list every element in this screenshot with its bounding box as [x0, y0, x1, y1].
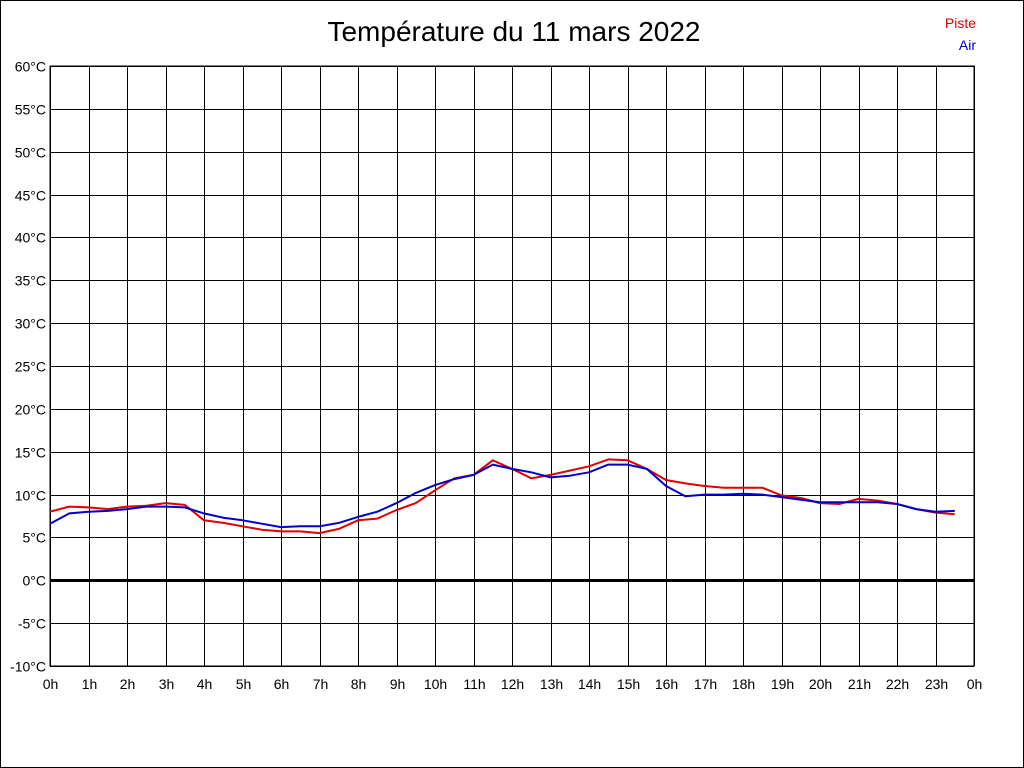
chart-title: Température du 11 mars 2022: [327, 16, 701, 47]
x-tick-label: 2h: [120, 676, 136, 692]
y-tick-label: 25°C: [15, 359, 46, 375]
x-tick-label: 19h: [771, 676, 794, 692]
y-tick-label: 50°C: [15, 145, 46, 161]
x-tick-label: 14h: [578, 676, 601, 692]
x-tick-label: 1h: [82, 676, 98, 692]
y-tick-label: 35°C: [15, 273, 46, 289]
x-tick-label: 3h: [159, 676, 175, 692]
y-tick-label: 40°C: [15, 230, 46, 246]
y-tick-label: -5°C: [18, 616, 46, 632]
legend-entry-piste: Piste: [944, 15, 976, 31]
x-tick-label: 17h: [694, 676, 717, 692]
y-tick-label: 10°C: [15, 488, 46, 504]
x-tick-label: 16h: [655, 676, 678, 692]
x-tick-label: 11h: [463, 676, 485, 692]
x-tick-label: 22h: [886, 676, 909, 692]
x-tick-label: 0h: [967, 676, 983, 692]
x-tick-label: 18h: [732, 676, 755, 692]
x-tick-label: 21h: [848, 676, 871, 692]
y-tick-label: -10°C: [10, 659, 46, 675]
y-tick-label: 0°C: [23, 573, 47, 589]
x-tick-label: 5h: [236, 676, 252, 692]
series-line-piste: [49, 458, 955, 535]
legend-entry-air: Air: [958, 37, 976, 53]
x-tick-label: 0h: [43, 676, 59, 692]
y-tick-label: 20°C: [15, 402, 46, 418]
y-tick-label: 15°C: [15, 445, 46, 461]
x-tick-label: 6h: [274, 676, 290, 692]
x-tick-label: 10h: [424, 676, 447, 692]
x-tick-label: 20h: [809, 676, 832, 692]
x-tick-label: 8h: [351, 676, 367, 692]
y-tick-label: 55°C: [15, 102, 46, 118]
x-tick-label: 23h: [925, 676, 948, 692]
legend: Piste Air: [945, 12, 976, 56]
x-tick-label: 7h: [313, 676, 329, 692]
x-tick-label: 4h: [197, 676, 213, 692]
y-tick-label: 60°C: [15, 59, 46, 75]
y-tick-label: 30°C: [15, 316, 46, 332]
y-tick-label: 5°C: [23, 530, 47, 546]
x-tick-label: 9h: [390, 676, 406, 692]
series-line-air: [49, 463, 955, 529]
y-tick-label: 45°C: [15, 188, 46, 204]
x-tick-label: 13h: [540, 676, 563, 692]
x-tick-label: 12h: [501, 676, 524, 692]
x-tick-label: 15h: [617, 676, 640, 692]
